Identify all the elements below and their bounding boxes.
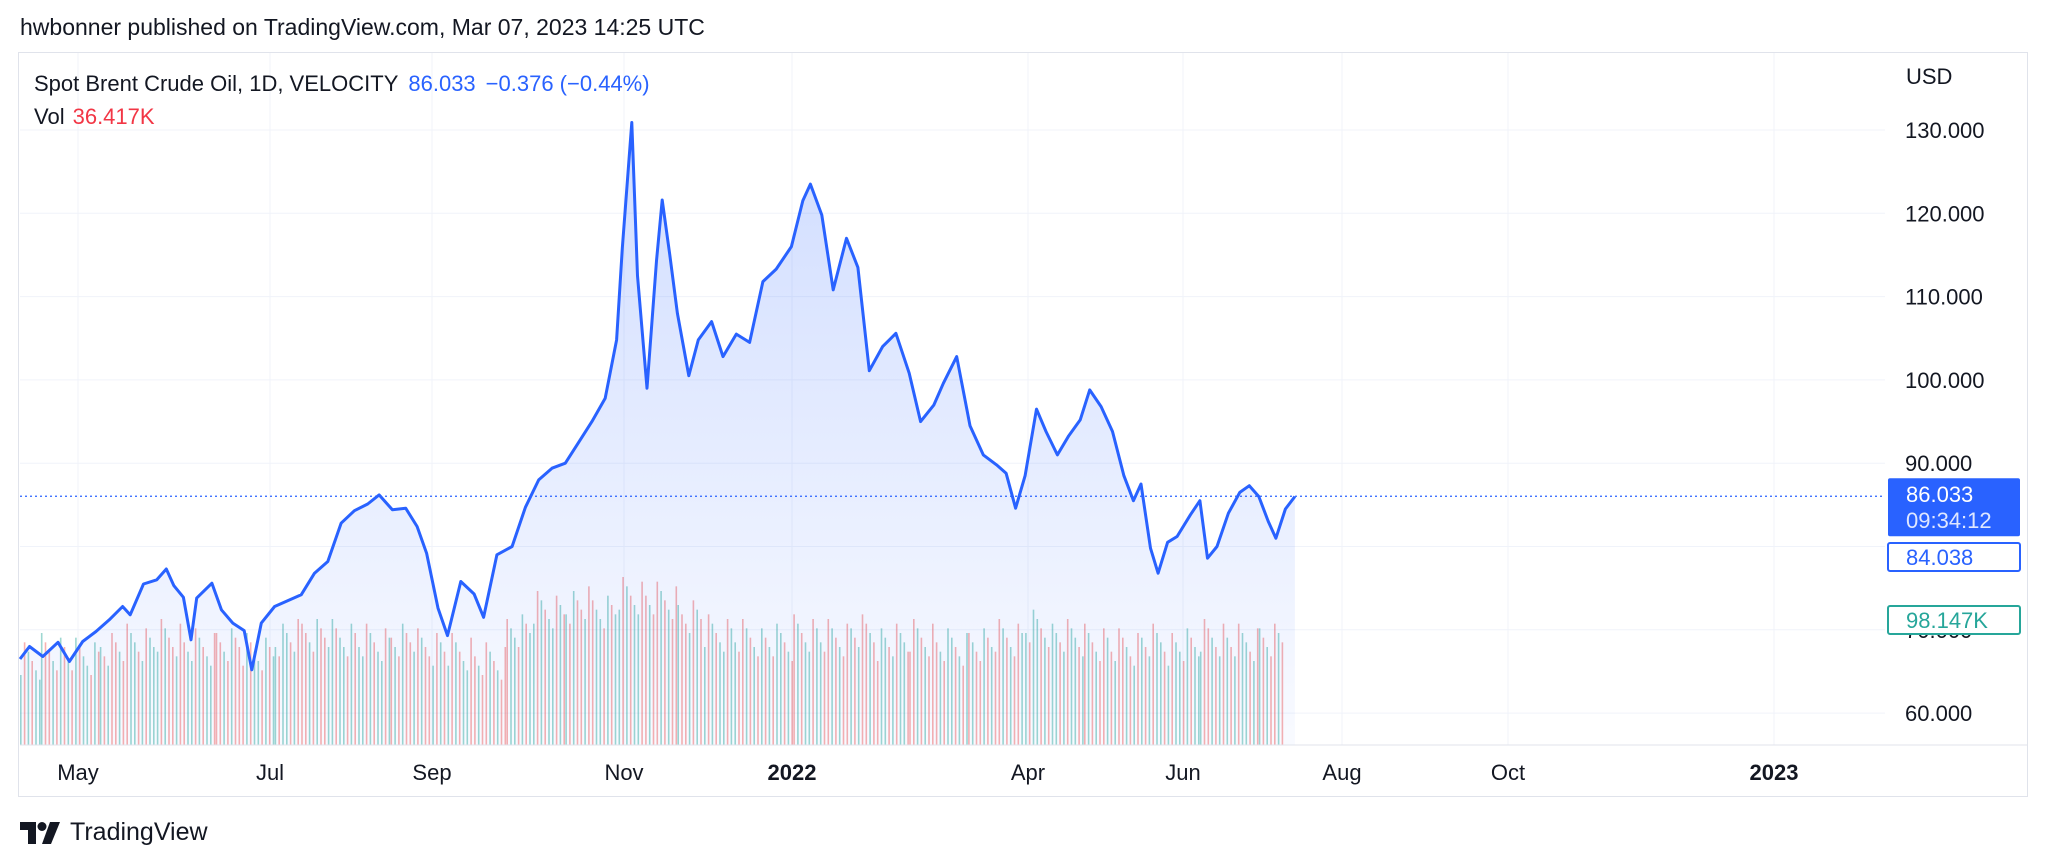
publisher-line: hwbonner published on TradingView.com, M… bbox=[20, 14, 705, 40]
price-area bbox=[20, 122, 1295, 745]
x-tick-label: Oct bbox=[1491, 760, 1525, 785]
symbol-title[interactable]: Spot Brent Crude Oil, 1D, VELOCITY bbox=[34, 71, 399, 96]
x-tick-label: 2023 bbox=[1750, 760, 1799, 785]
tradingview-logo[interactable]: TradingView bbox=[20, 818, 208, 847]
chart-legend: Spot Brent Crude Oil, 1D, VELOCITY 86.033… bbox=[34, 67, 650, 133]
y-tick-label: 120.000 bbox=[1905, 201, 1985, 226]
last-price-badge bbox=[1888, 478, 2020, 537]
x-tick-label: Apr bbox=[1011, 760, 1045, 785]
x-tick-label: Nov bbox=[604, 760, 643, 785]
y-tick-label: 130.000 bbox=[1905, 118, 1985, 143]
y-tick-label: 100.000 bbox=[1905, 368, 1985, 393]
y-tick-label: 90.000 bbox=[1905, 451, 1972, 476]
x-tick-label: Aug bbox=[1322, 760, 1361, 785]
y-tick-label: 110.000 bbox=[1905, 285, 1983, 310]
x-tick-label: Jul bbox=[256, 760, 284, 785]
volume-legend-label[interactable]: Vol bbox=[34, 104, 65, 129]
tradingview-icon bbox=[20, 821, 60, 844]
chart-frame[interactable] bbox=[18, 52, 2028, 797]
countdown-badge-value: 09:34:12 bbox=[1906, 508, 1992, 533]
currency-label[interactable]: USD bbox=[1906, 64, 1953, 89]
prev-close-badge-value: 84.038 bbox=[1906, 545, 1973, 570]
last-price-badge-value: 86.033 bbox=[1906, 482, 1973, 507]
volume-legend-value: 36.417K bbox=[72, 104, 155, 129]
last-value: 86.033 bbox=[408, 71, 476, 96]
change-value: −0.376 (−0.44%) bbox=[485, 71, 650, 96]
x-tick-label: May bbox=[57, 760, 99, 785]
prev-close-badge bbox=[1887, 542, 2021, 572]
volume-badge bbox=[1887, 605, 2021, 635]
tradingview-wordmark: TradingView bbox=[70, 818, 208, 846]
price-line[interactable] bbox=[18, 121, 1297, 672]
volume-badge-value: 98.147K bbox=[1906, 608, 1988, 633]
x-tick-label: 2022 bbox=[768, 760, 817, 785]
x-tick-label: Jun bbox=[1165, 760, 1200, 785]
x-tick-label: Sep bbox=[412, 760, 451, 785]
y-tick-label: 60.000 bbox=[1905, 701, 1972, 726]
